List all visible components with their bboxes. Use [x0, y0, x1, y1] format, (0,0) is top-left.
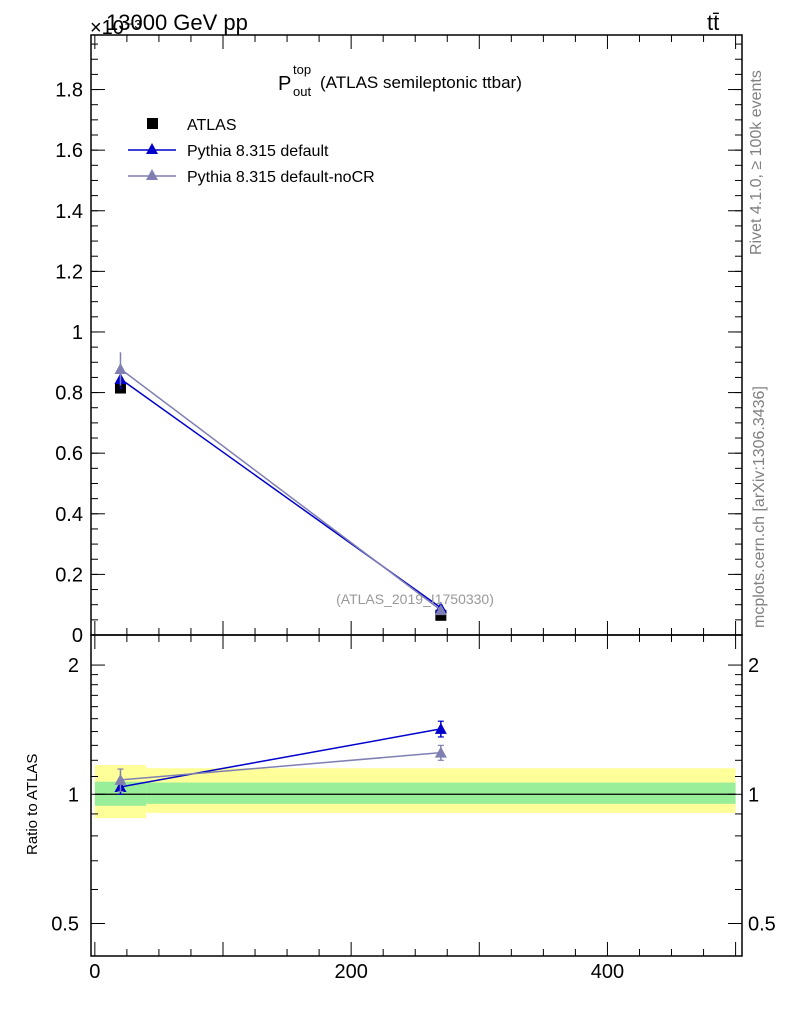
main-ytick-label-9: 1.8	[55, 80, 83, 102]
exponent-label: ×10⁻³	[90, 17, 141, 39]
main-title: P	[278, 73, 291, 95]
ratio-ytick-label-left-1: 1	[68, 784, 79, 806]
main-ytick-label-6: 1.2	[55, 261, 83, 283]
legend-label-default: Pythia 8.315 default	[187, 143, 329, 160]
mcplots-label: mcplots.cern.ch [arXiv:1306.3436]	[751, 386, 768, 628]
main-ytick-label-4: 0.8	[55, 383, 83, 405]
main-title-p: P	[278, 73, 291, 95]
ratio-point-nocr-1	[434, 746, 447, 758]
ratio-line-nocr	[120, 751, 441, 781]
legend-label-atlas: ATLAS	[187, 117, 237, 134]
data-point-data-1	[435, 609, 447, 621]
ratio-xtick-label-0: 0	[89, 961, 100, 983]
main-ytick-label-8: 1.6	[55, 140, 83, 162]
legend-label-nocr: Pythia 8.315 default-noCR	[187, 169, 375, 186]
ratio-frame	[90, 634, 743, 957]
rivet-label: Rivet 4.1.0, ≥ 100k events	[748, 70, 765, 255]
watermark: (ATLAS_2019_I1750330)	[336, 591, 494, 607]
energy-label: 13000 GeV pp	[106, 10, 248, 35]
main-title-sup: top	[293, 62, 311, 77]
main-ytick-label-1: 0.2	[55, 564, 83, 586]
main-ytick-label-2: 0.4	[55, 504, 83, 526]
main-ytick-label-0: 0	[72, 625, 83, 647]
data-point-nocr-0	[114, 362, 127, 374]
ratio-band-inner-1	[146, 782, 736, 804]
ratio-ytick-label-right-1: 1	[748, 784, 759, 806]
main-ytick-label-3: 0.6	[55, 443, 83, 465]
process-label: tt̄	[707, 10, 719, 35]
ratio-panel: 0.5 0.5 1 1 2 2 0 200 400 Ratio to ATLAS	[24, 634, 776, 983]
main-panel: 0 0.2 0.4 0.6 0.8 1 1.2 1.4 1.6 1.8 P top out (AT…	[55, 34, 743, 647]
main-title-rest: (ATLAS semileptonic ttbar)	[320, 73, 522, 92]
ratio-xtick-label-2: 400	[591, 961, 624, 983]
legend-marker-nocr	[146, 169, 158, 180]
main-title-sub: out	[293, 84, 311, 99]
data-point-nocr-1	[434, 604, 447, 616]
ratio-ytick-label-left-0: 0.5	[51, 913, 79, 935]
legend: ATLAS Pythia 8.315 default Pythia 8.315 …	[128, 117, 375, 186]
ratio-ytick-label-left-2: 2	[68, 655, 79, 677]
ratio-ytick-label-right-0: 0.5	[748, 913, 776, 935]
ratio-line-default	[120, 728, 441, 788]
ratio-xtick-label-1: 200	[334, 961, 367, 983]
legend-marker-atlas	[147, 118, 158, 129]
ratio-point-nocr-0	[114, 773, 127, 785]
legend-marker-default	[146, 143, 158, 154]
ratio-ylabel: Ratio to ATLAS	[24, 754, 41, 855]
main-ytick-label-7: 1.4	[55, 201, 83, 223]
ratio-point-default-1	[434, 722, 447, 734]
series-line-nocr	[120, 368, 442, 611]
ratio-ytick-label-right-2: 2	[748, 655, 759, 677]
main-ytick-label-5: 1	[72, 322, 83, 344]
